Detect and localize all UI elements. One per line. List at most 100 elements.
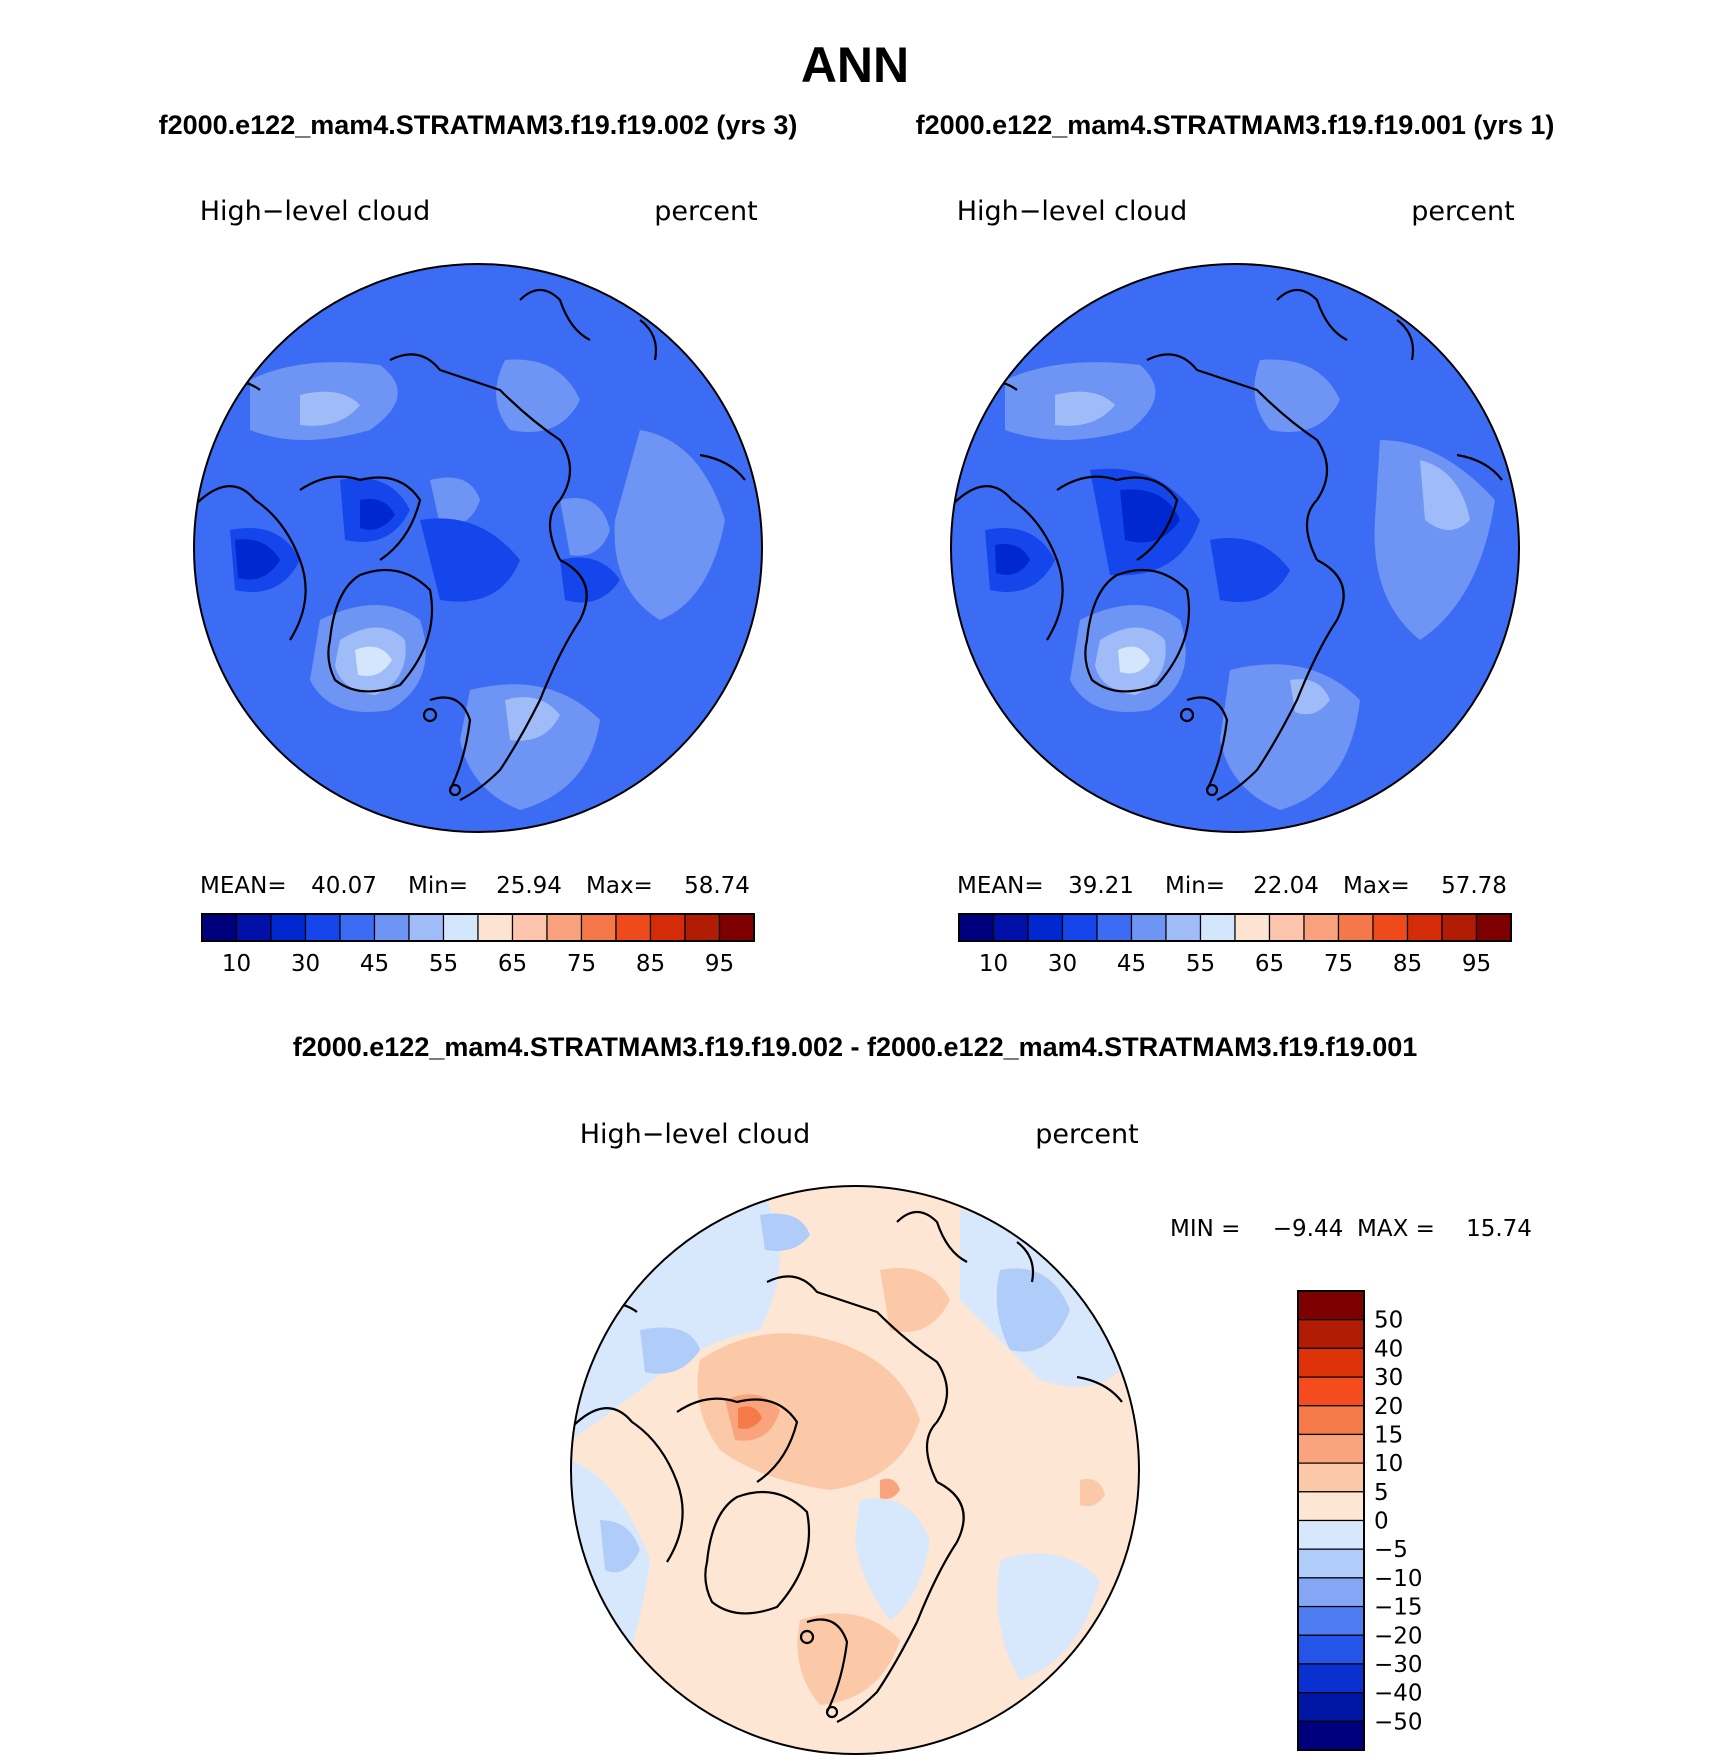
panel-1-units: percent [654,196,757,227]
panel-2-coastlines [951,288,1503,801]
panel-2-colorbar-swatch [1130,913,1167,942]
panel-1-colorbar-tick-label: 30 [291,951,320,977]
panel-2-colorbar-swatch [1441,913,1478,942]
panel-1-colorbar-tick-label: 45 [360,951,389,977]
panel-2-colorbar-tick-label: 30 [1048,951,1077,977]
panel-1-mean-label: MEAN= [200,873,287,899]
panel-1-colorbar-tick-label: 95 [705,951,734,977]
diff-colorbar-swatch [1297,1605,1365,1636]
panel-1-colorbar-tick-label: 75 [567,951,596,977]
panel-2-max-label: Max= [1343,873,1410,899]
panel-2-min-label: Min= [1165,873,1225,899]
diff-title: f2000.e122_mam4.STRATMAM3.f19.f19.002 - … [293,1032,1418,1062]
panel-2-colorbar-swatch [1234,913,1271,942]
panel-2-colorbar-swatch [1027,913,1064,942]
diff-colorbar-swatch [1297,1347,1365,1378]
diff-colorbar-tick-label: 50 [1374,1308,1403,1334]
panel-1-mean-value: 40.07 [311,873,377,899]
panel-1-colorbar-swatch [718,913,755,942]
panel-1-map-border [193,263,763,833]
panel-2-colorbar-tick-label: 55 [1186,951,1215,977]
panel-1-coastlines [194,288,746,801]
panel-1-colorbar-tick-label: 85 [636,951,665,977]
panel-1-field-darker [235,499,395,580]
diff-map-border [570,1185,1140,1755]
diff-colorbar-swatch [1297,1548,1365,1579]
diff-colorbar-frame [1297,1290,1365,1751]
panel-1-field-lighter [250,359,725,810]
panel-1-map [194,264,762,832]
diff-colorbar-tick-label: 10 [1374,1451,1403,1477]
panel-1: High−level cloud percent [193,196,763,977]
panel-1-colorbar-swatch [511,913,548,942]
panel-1-colorbar-tick-label: 10 [222,951,251,977]
diff-colorbar-tick-label: −20 [1374,1623,1423,1649]
panel-1-colorbar-swatch [649,913,686,942]
diff-colorbar-tick-label: −15 [1374,1595,1423,1621]
diff-colorbar-swatch [1297,1692,1365,1722]
panel-1-colorbar-swatch [477,913,514,942]
panel-1-colorbar-tick-label: 55 [429,951,458,977]
panel-2-colorbar-frame [958,913,1512,942]
page-title: ANN [801,37,909,93]
diff-field-negative-mid [600,1213,1070,1573]
panel-2-colorbar-tick-label: 65 [1255,951,1284,977]
panel-2-mean-label: MEAN= [957,873,1044,899]
diff-field-positive-peak [738,1406,762,1429]
diff-colorbar-swatch [1297,1405,1365,1436]
diff-colorbar-tick-label: −50 [1374,1709,1423,1735]
panel-1-max-label: Max= [586,873,653,899]
panel-2-colorbar-tick-label: 75 [1324,951,1353,977]
panel-1-variable: High−level cloud [200,196,431,227]
panel-1-field-lightest [355,646,392,676]
panel-2-min-value: 22.04 [1253,873,1319,899]
diff-colorbar-swatch [1297,1319,1365,1349]
panel-1-max-value: 58.74 [684,873,750,899]
panel-1-colorbar-swatch [408,913,445,942]
diff-min-value: −9.44 [1273,1216,1343,1242]
diff-colorbar-tick-label: 0 [1374,1509,1389,1535]
diff-colorbar-swatch [1297,1663,1365,1694]
diff-colorbar-swatch [1297,1577,1365,1608]
panel-1-field-light [300,391,560,741]
diff-colorbar-swatch [1297,1290,1365,1321]
diff-colorbar-tick-label: 20 [1374,1394,1403,1420]
panel-1-case-title: f2000.e122_mam4.STRATMAM3.f19.f19.002 (y… [159,110,798,140]
panel-1-stats: MEAN= 40.07 Min= 25.94 Max= 58.74 [200,873,750,899]
panel-1-colorbar-swatch [546,913,583,942]
panel-2-field-lightest [1118,646,1150,674]
diff-colorbar-swatch [1297,1634,1365,1665]
panel-2-colorbar-tick-label: 85 [1393,951,1422,977]
panel-1-colorbar-swatch [373,913,410,942]
panel-2-colorbar-swatch [958,913,995,942]
diff-colorbar-tick-label: −5 [1374,1537,1408,1563]
panel-2-colorbar-swatch [1061,913,1098,942]
panel-1-colorbar-swatch [304,913,341,942]
diff-colorbar-tick-label: 40 [1374,1336,1403,1362]
panel-2: High−level cloud percent [950,196,1520,977]
panel-2-colorbar-swatch [1337,913,1374,942]
diff-colorbar-tick-label: −10 [1374,1566,1423,1592]
diff-colorbar-tick-label: 15 [1374,1422,1403,1448]
panel-2-map-border [950,263,1520,833]
diff-colorbar-tick-label: 5 [1374,1480,1389,1506]
panel-2-colorbar-tick-label: 10 [979,951,1008,977]
diff-colorbar-swatch [1297,1491,1365,1522]
diff-colorbar-swatch [1297,1462,1365,1493]
panel-1-colorbar-swatch [580,913,617,942]
panel-1-colorbar-swatch [442,913,479,942]
diff-stats: MIN = −9.44 MAX = 15.74 [1170,1216,1532,1242]
panel-2-variable: High−level cloud [957,196,1188,227]
panel-2-colorbar-swatch [1372,913,1409,942]
panel-2-colorbar-swatch [992,913,1029,942]
panel-1-colorbar-frame [201,913,755,942]
diff-colorbar-swatch [1297,1433,1365,1464]
panel-1-min-value: 25.94 [496,873,562,899]
panel-2-units: percent [1411,196,1514,227]
panel-2-colorbar-swatch [1199,913,1236,942]
panel-2-colorbar-tick-label: 95 [1462,951,1491,977]
diff-map [571,1186,1139,1754]
panel-1-colorbar-swatch [615,913,652,942]
